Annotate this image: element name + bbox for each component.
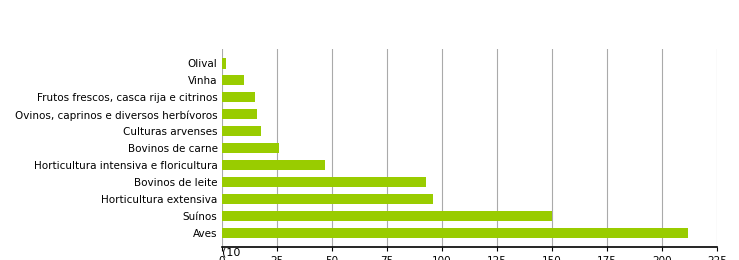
Bar xyxy=(222,160,325,170)
Bar xyxy=(222,109,257,119)
Text: DE média das explorações, por OTE: DE média das explorações, por OTE xyxy=(218,8,521,24)
Bar xyxy=(222,177,426,187)
Bar xyxy=(222,194,433,204)
Bar xyxy=(222,58,226,69)
Text: (2009): (2009) xyxy=(341,30,398,45)
Text: (10: (10 xyxy=(222,248,240,257)
Bar xyxy=(222,92,255,102)
Bar xyxy=(222,126,262,136)
Bar xyxy=(222,143,279,153)
Bar xyxy=(222,75,244,86)
Bar xyxy=(222,228,688,238)
Bar xyxy=(222,211,552,221)
